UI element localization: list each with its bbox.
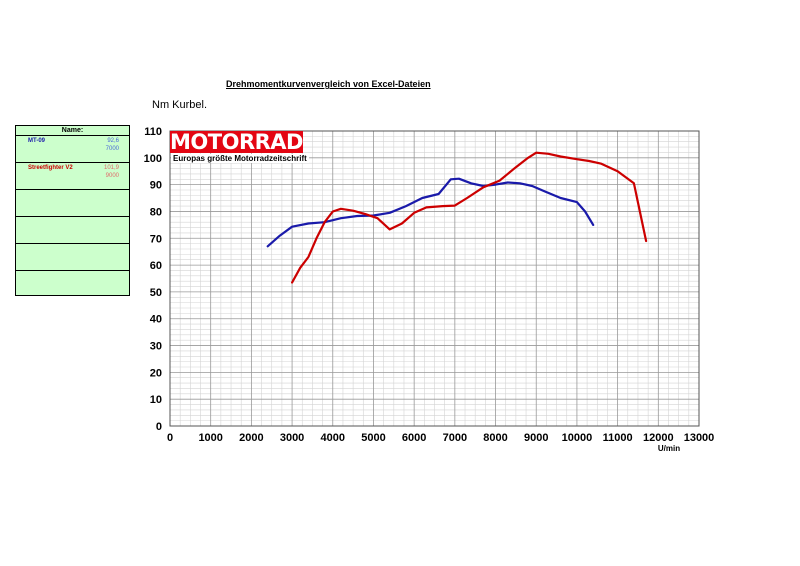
- x-tick-label: 4000: [321, 432, 345, 444]
- x-tick-label: 11000: [603, 432, 633, 444]
- x-tick-label: 6000: [402, 432, 426, 444]
- y-tick-label: 50: [150, 287, 162, 299]
- x-tick-label: 3000: [280, 432, 304, 444]
- legend-max-torque: 101,9: [103, 165, 119, 171]
- x-tick-label: 7000: [443, 432, 467, 444]
- legend-series-name: MT-09: [28, 138, 46, 144]
- x-tick-label: 9000: [524, 432, 548, 444]
- y-tick-label: 80: [150, 206, 162, 218]
- x-tick-label: 13000: [684, 432, 715, 444]
- legend-series-name: Streetfighter V2: [28, 165, 73, 171]
- y-tick-label: 10: [150, 394, 162, 406]
- legend-max-rpm: 9000: [105, 173, 119, 179]
- series-line-streetfighter-v2: [291, 151, 648, 284]
- y-tick-label: 90: [150, 180, 162, 192]
- y-tick-label: 40: [150, 314, 162, 326]
- y-tick-label: 110: [144, 126, 162, 138]
- x-tick-label: 2000: [239, 432, 263, 444]
- legend-row: MT-09 92,6 7000: [16, 136, 129, 163]
- plot-area-border: [169, 130, 700, 427]
- page-title: Drehmomentkurvenvergleich von Excel-Date…: [226, 79, 431, 89]
- legend-max-torque: 92,6: [107, 138, 119, 144]
- logo-subtitle: Europas größte Motorradzeitschrift: [171, 154, 309, 163]
- legend-table: Name: MT-09 92,6 7000 Streetfighter V2 101,9…: [15, 125, 130, 296]
- legend-max-rpm: 7000: [105, 146, 119, 152]
- x-tick-label: 8000: [483, 432, 507, 444]
- x-tick-label: 10000: [562, 432, 593, 444]
- y-tick-label: 100: [144, 153, 162, 165]
- legend-header: Name:: [16, 126, 129, 136]
- y-tick-label: 0: [156, 421, 162, 433]
- x-tick-label: 5000: [361, 432, 385, 444]
- unit-label: Nm Kurbel.: [152, 99, 208, 111]
- y-tick-label: 30: [150, 341, 162, 353]
- y-tick-label: 20: [150, 367, 162, 379]
- legend-rows: MT-09 92,6 7000 Streetfighter V2 101,9 9000: [16, 136, 129, 297]
- legend-row: Streetfighter V2 101,9 9000: [16, 163, 129, 190]
- y-tick-label: 70: [150, 233, 162, 245]
- legend-row: [16, 190, 129, 217]
- x-tick-label: 1000: [198, 432, 222, 444]
- x-axis-label: U/min: [658, 444, 680, 453]
- x-tick-label: 0: [167, 432, 173, 444]
- x-tick-label: 12000: [643, 432, 674, 444]
- legend-row: [16, 217, 129, 244]
- motorrad-logo: MOTORRAD: [170, 130, 303, 154]
- y-tick-label: 60: [150, 260, 162, 272]
- legend-row: [16, 244, 129, 271]
